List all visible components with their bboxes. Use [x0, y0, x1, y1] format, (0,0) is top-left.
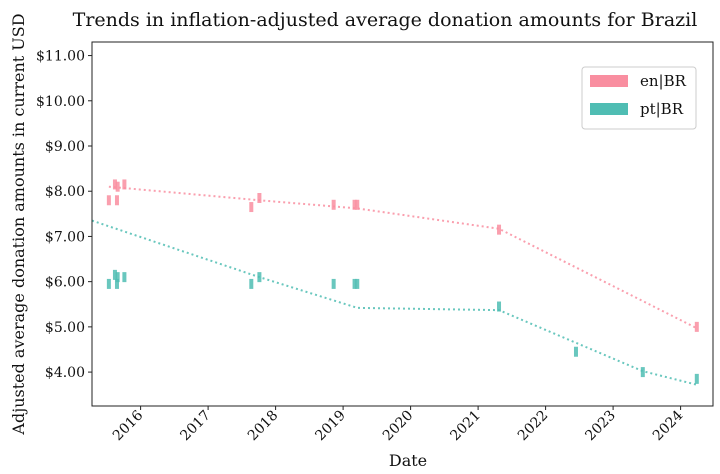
- x-tick-label: 2016: [110, 407, 147, 444]
- data-point-pt-br: [114, 278, 119, 289]
- trend-line-pt-br: [91, 219, 698, 386]
- data-point-pt-br: [497, 301, 502, 312]
- data-point-pt-br: [352, 278, 357, 289]
- data-point-en-br: [112, 179, 117, 190]
- data-point-en-br: [249, 202, 254, 213]
- data-point-en-br: [122, 179, 127, 190]
- y-tick-label: $10.00: [36, 94, 85, 110]
- y-tick-label: $8.00: [45, 184, 85, 200]
- y-tick-label: $11.00: [36, 49, 85, 65]
- x-tick-label: 2024: [650, 407, 687, 444]
- legend-swatch-en-br: [590, 75, 628, 87]
- trend-line-en-br: [108, 185, 698, 330]
- x-tick-label: 2022: [515, 408, 552, 445]
- data-point-en-br: [355, 199, 360, 210]
- data-point-pt-br: [115, 272, 120, 283]
- data-point-pt-br: [122, 272, 127, 283]
- data-point-en-br: [257, 193, 262, 203]
- x-tick-label: 2017: [177, 408, 214, 445]
- data-point-pt-br: [112, 269, 117, 280]
- data-point-pt-br: [573, 346, 578, 357]
- data-point-en-br: [114, 195, 119, 206]
- x-axis-label: Date: [389, 451, 427, 470]
- x-tick-label: 2023: [582, 408, 619, 445]
- data-point-pt-br: [249, 278, 254, 289]
- data-point-en-br: [694, 321, 699, 332]
- data-point-pt-br: [355, 278, 360, 289]
- plot-frame: [91, 41, 714, 407]
- data-point-pt-br: [331, 278, 336, 289]
- x-tick-label: 2021: [447, 408, 484, 445]
- chart-title: Trends in inflation-adjusted average don…: [73, 9, 698, 31]
- x-tick-label: 2018: [245, 408, 282, 445]
- data-point-en-br: [352, 199, 357, 210]
- data-point-en-br: [497, 224, 502, 235]
- y-tick-label: $9.00: [45, 139, 85, 155]
- data-point-pt-br: [106, 278, 111, 289]
- legend: en|BR pt|BR: [581, 66, 697, 130]
- data-point-pt-br: [640, 367, 645, 378]
- y-tick-label: $6.00: [45, 275, 85, 291]
- x-tick-label: 2019: [312, 408, 349, 445]
- data-point-pt-br: [257, 272, 262, 283]
- data-point-en-br: [106, 195, 111, 206]
- legend-swatch-pt-br: [590, 103, 628, 115]
- plot-area: [91, 179, 699, 386]
- data-point-pt-br: [694, 373, 699, 384]
- legend-label-en-br: en|BR: [640, 72, 687, 90]
- y-tick-label: $5.00: [45, 320, 85, 336]
- y-tick-label: $7.00: [45, 229, 85, 245]
- y-axis-label: Adjusted average donation amounts in cur…: [9, 13, 28, 435]
- legend-label-pt-br: pt|BR: [640, 100, 684, 118]
- y-axis: $4.00 $5.00 $6.00 $7.00 $8.00 $9.00 $10.00 $11.…: [36, 49, 92, 381]
- data-point-en-br: [331, 199, 336, 210]
- y-tick-label: $4.00: [45, 365, 85, 381]
- data-point-en-br: [115, 181, 120, 192]
- x-tick-label: 2020: [380, 408, 417, 445]
- x-axis: 2016 2017 2018 2019 2020 2021 2022 2023 2024: [110, 406, 687, 445]
